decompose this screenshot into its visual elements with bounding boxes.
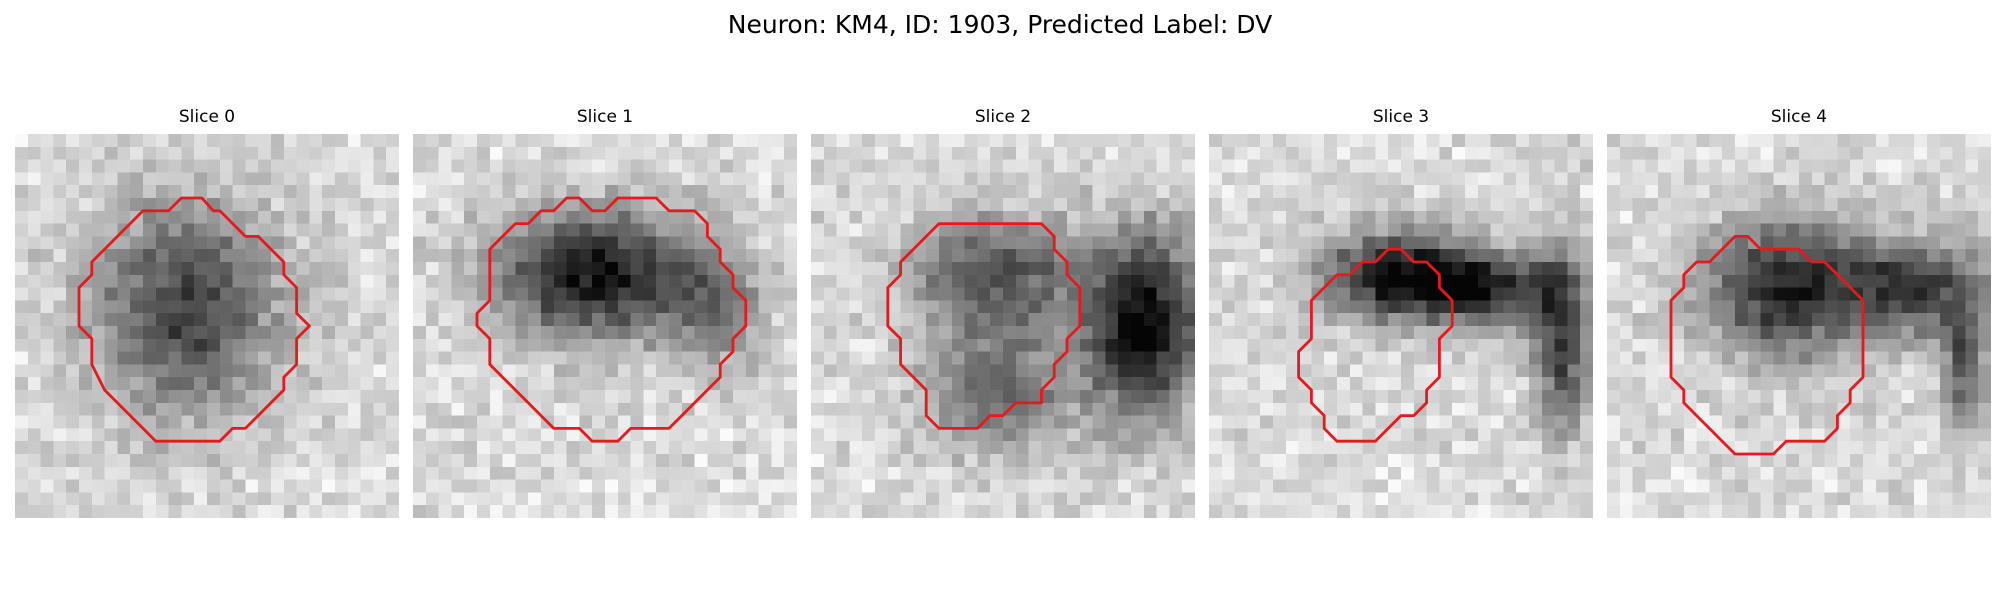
slice-title: Slice 4 [1770, 107, 1828, 127]
slice-title: Slice 3 [1372, 107, 1430, 127]
pixel-grid [1607, 134, 1991, 518]
figure-title: Neuron: KM4, ID: 1903, Predicted Label: … [727, 10, 1273, 39]
segmentation-contour [1297, 247, 1454, 443]
slice-image-1 [413, 134, 797, 518]
slice-panel-1: Slice 1 [413, 107, 797, 518]
pixel-grid [15, 134, 399, 518]
slice-image-4 [1607, 134, 1991, 518]
segmentation-contour [1669, 234, 1865, 456]
pixel-grid [1209, 134, 1593, 518]
slice-panel-3: Slice 3 [1209, 107, 1593, 518]
slice-title: Slice 1 [576, 107, 634, 127]
slice-panel-0: Slice 0 [15, 107, 399, 518]
pixel-grid [811, 134, 1195, 518]
slice-title: Slice 0 [178, 107, 236, 127]
segmentation-contour [475, 196, 748, 443]
pixel-grid [413, 134, 797, 518]
slice-image-3 [1209, 134, 1593, 518]
segmentation-contour [886, 222, 1082, 430]
segmentation-contour [77, 196, 311, 443]
slice-image-0 [15, 134, 399, 518]
slice-panel-2: Slice 2 [811, 107, 1195, 518]
slice-title: Slice 2 [974, 107, 1032, 127]
slice-panel-4: Slice 4 [1607, 107, 1991, 518]
slice-image-2 [811, 134, 1195, 518]
